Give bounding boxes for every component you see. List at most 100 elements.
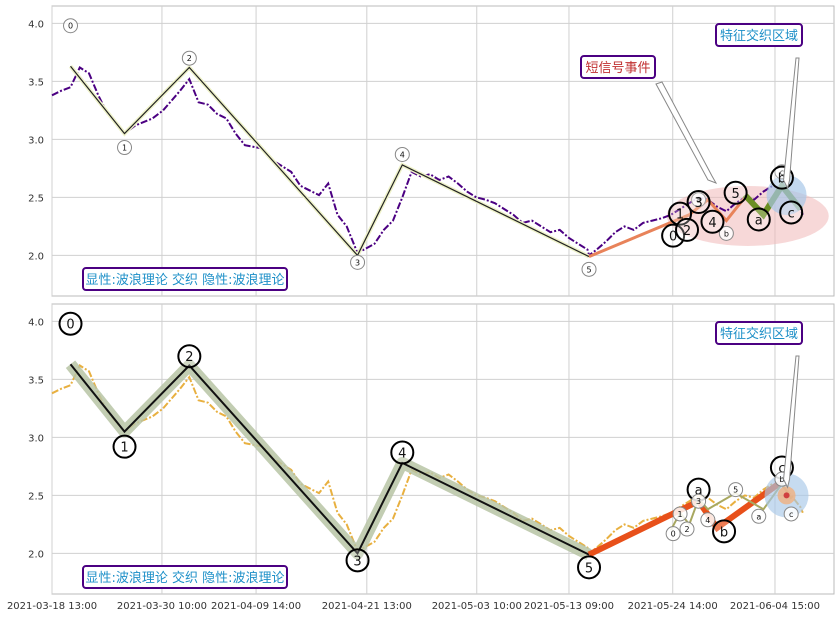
feature-zone-dot [783,492,790,499]
plot-area [51,5,835,297]
wave-label: 4 [708,216,716,231]
wave-label-circle [181,50,197,66]
wave-label: c [788,206,795,221]
top-panel: 2.02.53.03.54.0 012345abc012345abc显性:波浪理论… [28,5,835,297]
wave-label: 2 [185,350,193,365]
wave-label-circle [691,493,707,509]
wave-label: 4 [705,516,710,525]
wave-label-circle [686,190,711,215]
wave-label-circle [581,261,597,277]
caption-box [82,267,288,291]
x-tick-label: 2021-03-30 10:00 [117,601,207,612]
wave-label: c [789,510,793,519]
x-tick-label: 2021-05-03 10:00 [432,601,522,612]
y-tick-label: 2.5 [28,491,44,502]
wave-label-circle [675,217,700,242]
wave-label-circle [672,506,688,522]
y-tick-label: 3.5 [28,77,44,88]
wave-label: 1 [120,441,128,456]
feature-zone-box [715,23,803,47]
wave-label: b [724,229,729,238]
wave-label-circle [691,192,707,208]
feature-zone-arrow [783,355,800,489]
bottom-panel: 2.02.53.03.54.0 012345abc012345abc显性:波浪理论… [28,303,835,595]
wave-label: 5 [586,265,591,274]
y-tick-label: 3.5 [28,375,44,386]
short-signal-text: 短信号事件 [585,61,650,76]
y-tick-label: 2.0 [28,251,44,262]
wave-label: 5 [731,187,739,202]
wave-label: 3 [355,258,360,267]
wave-label-circle [728,482,744,498]
wave-label: 2 [684,525,689,534]
y-tick-label: 4.0 [28,19,44,30]
wave-label-circle [700,209,725,234]
x-tick-label: 2021-03-18 13:00 [7,601,97,612]
x-axis: 2021-03-18 13:00 2021-03-30 10:00 2021-04-… [7,601,820,612]
wave-label-circle [679,521,695,537]
wave-label: a [756,512,761,521]
x-tick-label: 2021-04-21 13:00 [322,601,412,612]
wave-label: b [779,475,784,484]
wave-label: 1 [122,144,127,153]
feature-zone-text: 特征交织区域 [720,28,798,44]
wave-label: 0 [669,230,677,245]
wave-label-circle [345,548,370,573]
y-tick-label: 2.5 [28,193,44,204]
y-tick-label: 3.0 [28,433,44,444]
wave-label: 3 [353,554,361,569]
wave-label: b [720,525,728,540]
wave-label: 0 [66,318,74,333]
wave-label: c [780,168,784,177]
wave-label: a [755,213,763,228]
wave-label: 3 [696,497,701,506]
feature-zone-text: 特征交织区域 [720,326,798,342]
feature-zone-box [715,321,803,345]
plot-area [51,303,835,595]
x-tick-label: 2021-05-24 14:00 [628,601,718,612]
wave-line [69,363,590,556]
wave-label-circle [665,526,681,542]
wave-label-circle [350,254,366,270]
x-tick-label: 2021-06-04 15:00 [730,601,820,612]
wave-label-circle [394,146,410,162]
wave-label-circle [783,506,799,522]
y-tick-label: 3.0 [28,135,44,146]
wave-label-circle [390,440,415,465]
y-tick-label: 4.0 [28,317,44,328]
y-tick-label: 2.0 [28,549,44,560]
wave-label: b [778,172,786,187]
feature-zone-circle [766,175,807,216]
wave-label-circle [58,311,83,336]
wave-label-circle [177,344,202,369]
price-series-line [51,66,804,258]
wave-label: 2 [187,54,192,63]
short-signal-arrow [655,81,718,184]
x-tick-label: 2021-04-09 14:00 [211,601,301,612]
wave-label: 4 [400,150,405,159]
caption-box [82,565,288,589]
caption-text: 显性:波浪理论 交织 隐性:波浪理论 [85,272,284,288]
wave-label: c [778,462,785,477]
caption-text: 显性:波浪理论 交织 隐性:波浪理论 [85,570,284,586]
wave-label-circle [577,555,602,580]
wave-label: 5 [585,561,593,576]
wave-label: 4 [398,446,406,461]
wave-label: 0 [68,22,73,31]
wave-label: 0 [671,530,676,539]
wave-label-circle [112,434,137,459]
wave-label-circle [718,225,734,241]
wave-label-circle [779,200,804,225]
wave-label-circle [63,18,79,34]
wave-label-circle [746,207,771,232]
wave-line [70,65,590,258]
wave-label-circle [751,508,767,524]
feature-zone-arrow [783,57,800,190]
wave-label-circle [712,519,737,544]
short-signal-box [580,55,656,79]
wave-label-circle [117,140,133,156]
wave-label-circle [700,512,716,528]
wave-label-circle [661,223,686,248]
wave-label: a [695,484,703,499]
